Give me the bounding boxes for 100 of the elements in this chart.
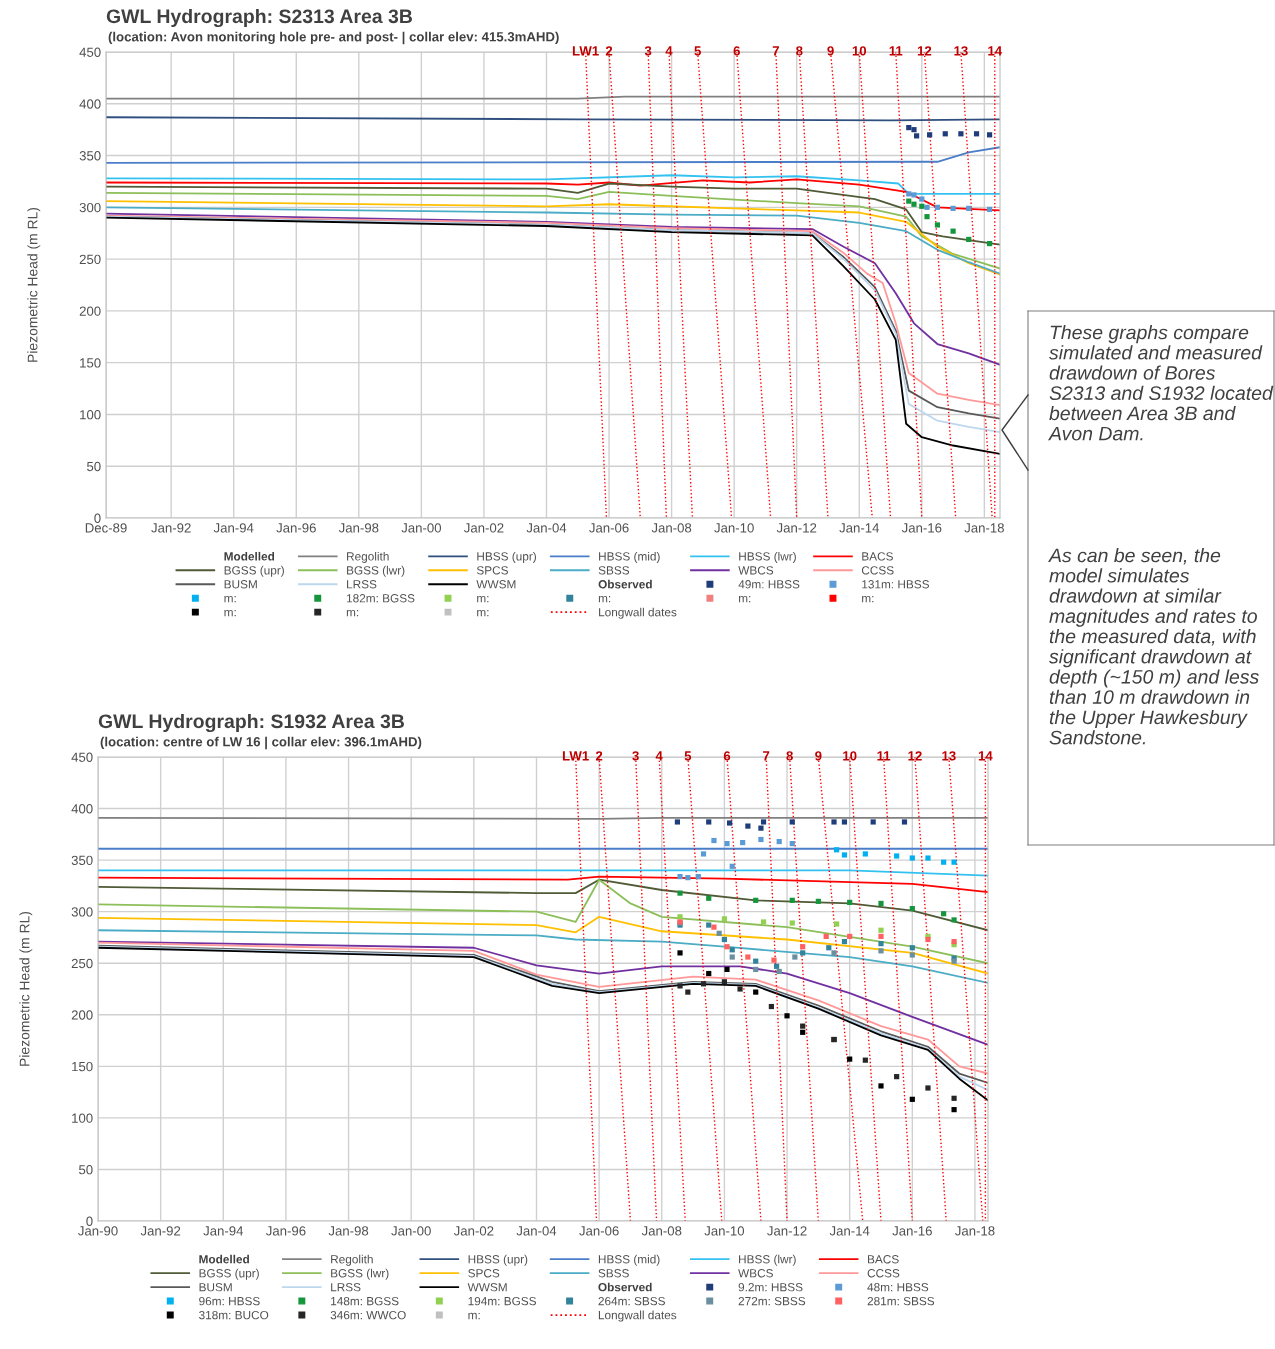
annotation: 9 [827, 46, 834, 56]
x-tick-label: Jan-06 [579, 1226, 619, 1236]
legend-label: BACS [868, 1255, 899, 1264]
legend-label: BGSS (lwr) [331, 1268, 389, 1280]
legend-label: m: [468, 1312, 480, 1320]
annotation: 10 [843, 751, 857, 761]
legend-label: m: [346, 609, 359, 617]
x-tick-label: Jan-08 [651, 523, 692, 533]
x-tick-label: Jan-16 [892, 1226, 932, 1236]
legend-label: WBCS [738, 566, 774, 575]
x-tick-label: Jan-14 [829, 1226, 870, 1236]
x-tick-label: Jan-98 [328, 1226, 369, 1236]
annotation: 8 [796, 46, 803, 56]
y-tick-label: 50 [86, 461, 101, 472]
legend-label: 194m: BGSS [468, 1296, 536, 1306]
x-tick-label: Jan-90 [78, 1226, 118, 1236]
x-tick-label: Dec-89 [85, 523, 127, 533]
legend-label: 272m: SBSS [738, 1296, 806, 1306]
legend-label: 318m: BUCO [199, 1310, 269, 1320]
legend-label: 131m: HBSS [862, 580, 929, 589]
x-tick-label: Jan-08 [641, 1226, 682, 1236]
chart-subtitle: (location: centre of LW 16 | collar elev: 396.1mAHD) [100, 736, 422, 750]
x-tick-label: Jan-04 [526, 523, 567, 533]
legend-label: BGSS (upr) [199, 1268, 259, 1280]
legend-label: SPCS [476, 566, 508, 575]
y-axis-title: Piezometric Head (m RL) [27, 207, 41, 362]
legend-label: HBSS (upr) [477, 551, 536, 563]
annotation: 10 [852, 46, 867, 56]
y-tick-label: 100 [72, 1113, 93, 1123]
y-tick-label: 350 [79, 151, 101, 161]
legend-label: 96m: HBSS [199, 1296, 260, 1306]
text: As can be seen, the model simulates drawdown at similar magnitudes and rates to the measured data, with significant drawdown at depth (~150 m) and less than 10 m drawdown in the Upper Hawkesbury Sandstone. [1048, 548, 1259, 745]
x-tick-label: Jan-00 [391, 1226, 431, 1236]
legend-label: Longwall dates [598, 1310, 677, 1322]
x-tick-label: Jan-12 [776, 523, 817, 533]
x-tick-label: Jan-94 [213, 523, 254, 533]
legend-label: Regolith [331, 1254, 373, 1266]
legend-label: HBSS (mid) [599, 551, 660, 563]
text: Modelled [224, 551, 275, 561]
annotation: LW1 [572, 46, 599, 56]
x-tick-label: Jan-06 [589, 523, 629, 533]
annotation: 5 [684, 751, 692, 761]
annotation: 3 [632, 751, 639, 761]
y-tick-label: 350 [71, 855, 93, 866]
chart-title: GWL Hydrograph: S2313 Area 3B [106, 8, 412, 28]
annotation: LW1 [562, 751, 589, 761]
legend-label: BUSM [199, 1283, 232, 1292]
legend-label: SBSS [598, 1269, 629, 1278]
annotation: 12 [917, 46, 932, 56]
annotation: 4 [665, 46, 673, 56]
annotation: 13 [954, 46, 968, 56]
x-tick-label: Jan-94 [203, 1226, 244, 1236]
y-tick-label: 450 [79, 47, 101, 57]
legend-label: m: [224, 609, 236, 617]
x-tick-label: Jan-98 [338, 523, 379, 533]
y-tick-label: 0 [86, 1216, 93, 1226]
x-tick-label: Jan-18 [964, 523, 1004, 533]
legend-label: LRSS [347, 580, 377, 589]
legend-label: m: [224, 595, 236, 603]
x-tick-label: Jan-16 [901, 523, 942, 533]
chart-title: GWL Hydrograph: S1932 Area 3B [98, 713, 404, 733]
x-tick-label: Jan-14 [839, 523, 880, 533]
annotation: 6 [723, 751, 731, 761]
text: Observed [598, 1282, 652, 1292]
annotation: 9 [815, 751, 822, 761]
y-tick-label: 250 [79, 254, 101, 265]
legend-label: BUSM [224, 580, 257, 589]
annotation: 13 [942, 751, 956, 761]
x-tick-label: Jan-12 [767, 1226, 807, 1236]
legend-label: 264m: SBSS [598, 1296, 665, 1306]
y-tick-label: 100 [80, 410, 101, 420]
legend-label: HBSS (mid) [598, 1254, 660, 1266]
legend-label: 148m: BGSS [331, 1296, 399, 1306]
y-tick-label: 200 [79, 306, 101, 316]
legend-label: HBSS (lwr) [739, 1254, 796, 1266]
y-tick-label: 300 [79, 202, 101, 213]
legend-label: m: [477, 595, 489, 603]
annotation: 7 [772, 46, 779, 56]
y-tick-label: 50 [78, 1165, 93, 1175]
x-tick-label: Jan-02 [453, 1226, 494, 1236]
legend-label: 281m: SBSS [867, 1296, 935, 1306]
legend-label: Regolith [347, 551, 389, 563]
legend-label: m: [477, 609, 489, 617]
text: These graphs compare simulated and measured drawdown of Bores S2313 and S1932 located between Area 3B and Avon Dam. [1048, 325, 1274, 441]
legend-label: m: [598, 595, 611, 603]
annotation: 4 [655, 751, 663, 761]
annotation: 5 [694, 46, 701, 56]
legend-label: HBSS (upr) [468, 1254, 528, 1266]
annotation: 2 [595, 751, 603, 761]
legend-label: 9.2m: HBSS [738, 1283, 803, 1292]
legend-label: 346m: WWCO [330, 1310, 406, 1320]
x-tick-label: Jan-04 [516, 1226, 557, 1236]
y-axis-title: Piezometric Head (m RL) [19, 911, 33, 1066]
legend-label: m: [862, 595, 874, 603]
y-tick-label: 250 [71, 958, 93, 969]
x-tick-label: Jan-00 [401, 523, 442, 533]
legend-label: CCSS [867, 1269, 900, 1278]
legend-label: CCSS [861, 566, 894, 575]
legend-label: LRSS [331, 1283, 361, 1292]
annotation: 14 [988, 46, 1003, 56]
